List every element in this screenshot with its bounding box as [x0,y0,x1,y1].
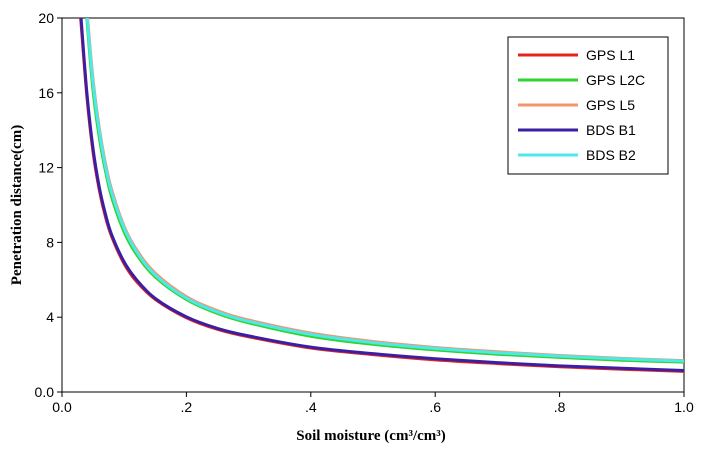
y-tick-label: 12 [38,160,54,176]
y-axis-title: Penetration distance(cm) [9,125,25,285]
x-axis-title: Soil moisture (cm³/cm³) [296,428,446,444]
series-lines [79,18,684,373]
series-line-bds-b2 [85,18,684,363]
legend-label-gps-l2c: GPS L2C [586,72,645,88]
y-tick-label: 8 [46,234,54,250]
x-tick-label: .6 [429,399,441,415]
x-tick-label: 1.0 [674,399,694,415]
y-tick-label: 0.0 [35,384,55,400]
legend-label-bds-b2: BDS B2 [586,147,636,163]
x-tick-label: .8 [554,399,566,415]
x-tick-label: 0.0 [52,399,72,415]
y-tick-label: 20 [38,10,54,26]
axis-ticks: 0.0 .2 .4 .6 .8 1.0 0.0 4 8 12 16 20 [35,10,694,415]
series-line-bds-b1 [79,18,684,372]
y-tick-label: 16 [38,85,54,101]
y-tick-label: 4 [46,309,54,325]
legend-label-gps-l5: GPS L5 [586,97,635,113]
x-tick-label: .4 [305,399,317,415]
legend-label-gps-l1: GPS L1 [586,47,635,63]
x-tick-label: .2 [181,399,193,415]
legend-label-bds-b1: BDS B1 [586,122,636,138]
legend: GPS L1 GPS L2C GPS L5 BDS B1 BDS B2 [507,36,669,175]
